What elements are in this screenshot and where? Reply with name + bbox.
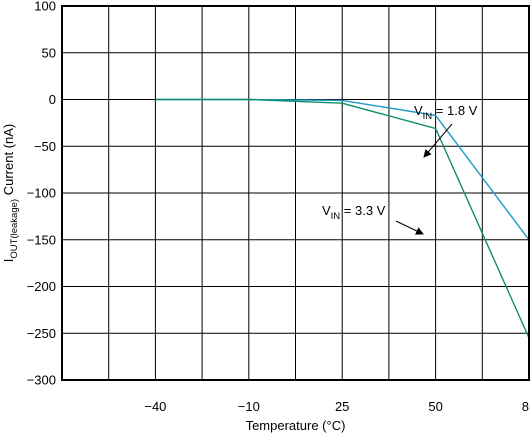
x-tick-label: 50 xyxy=(428,399,442,414)
annotation-vin-3-3-sub: IN xyxy=(331,211,341,222)
annotation-vin-3-3-rest: = 3.3 V xyxy=(340,203,385,218)
plot-frame xyxy=(61,5,530,381)
y-axis-label: IOUT(leakage) Current (nA) xyxy=(1,124,20,262)
annotation-vin-1-8-sub: IN xyxy=(423,111,433,122)
x-tick-labels: −40 −10 25 50 85 xyxy=(144,399,530,414)
y-tick-label: −100 xyxy=(27,186,56,201)
annotation-vin-1-8-rest: = 1.8 V xyxy=(432,103,477,118)
y-tick-label: −300 xyxy=(27,373,56,388)
x-axis-label: Temperature (°C) xyxy=(246,418,346,433)
series-layer xyxy=(155,98,530,339)
x-tick-label: 25 xyxy=(335,399,349,414)
annotation-vin-3-3: VIN = 3.3 V xyxy=(322,203,424,235)
annotation-vin-1-8: VIN = 1.8 V xyxy=(414,103,478,158)
y-tick-label: 0 xyxy=(49,92,56,107)
annotation-vin-1-8-arrow xyxy=(423,123,453,158)
y-tick-label: −250 xyxy=(27,326,56,341)
grid-lines xyxy=(62,6,529,380)
y-axis-label-main: I xyxy=(1,259,16,263)
y-tick-labels: 100 50 0 −50 −100 −150 −200 −250 −300 xyxy=(27,0,56,388)
annotation-vin-3-3-main: V xyxy=(322,203,331,218)
y-axis-label-rest: Current (nA) xyxy=(1,124,16,196)
series-line-vin-3-3 xyxy=(155,98,530,339)
y-tick-label: 100 xyxy=(34,0,56,14)
annotation-vin-1-8-main: V xyxy=(414,103,423,118)
x-tick-label: −40 xyxy=(144,399,166,414)
y-tick-label: −200 xyxy=(27,279,56,294)
annotation-vin-1-8-text: VIN = 1.8 V xyxy=(414,103,478,122)
annotation-vin-3-3-text: VIN = 3.3 V xyxy=(322,203,386,222)
x-tick-label: 85 xyxy=(522,399,530,414)
y-tick-label: 50 xyxy=(42,45,56,60)
x-tick-label: −10 xyxy=(238,399,260,414)
y-axis-label-sub: OUT(leakage) xyxy=(9,199,20,259)
annotation-vin-3-3-arrow xyxy=(395,220,424,235)
y-tick-label: −50 xyxy=(34,139,56,154)
y-tick-label: −150 xyxy=(27,232,56,247)
